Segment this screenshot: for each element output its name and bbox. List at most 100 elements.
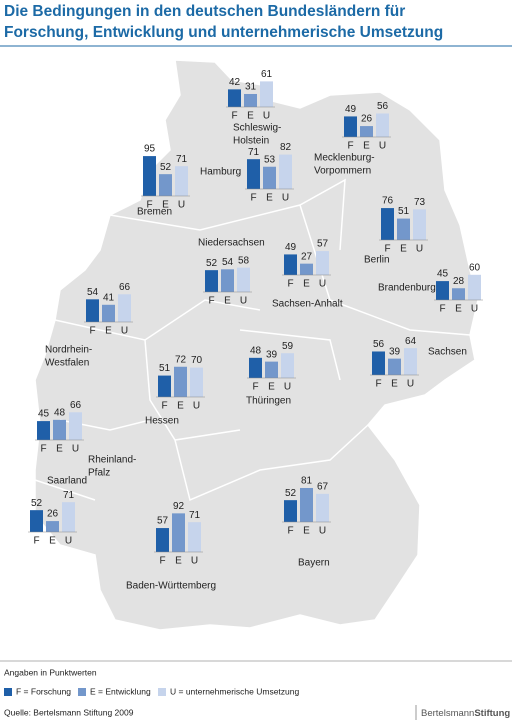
bar [300,487,313,522]
value-label: 26 [47,509,59,520]
bar [158,375,171,397]
value-label: 57 [317,239,329,250]
legend-label: U = unternehmerische Umsetzung [170,686,299,696]
state-name: Mecklenburg- [314,153,375,164]
state-name: Sachsen [428,347,467,358]
value-label: 76 [382,196,394,207]
bar [102,304,115,322]
bar-label: E [49,536,56,547]
bar [468,274,481,300]
bar-label: U [263,111,270,122]
legend-label: E = Entwicklung [90,686,151,696]
value-label: 52 [206,258,218,269]
bar-label: U [471,304,478,315]
bar [263,166,276,189]
value-label: 48 [54,407,66,418]
bar [404,348,417,375]
value-label: 71 [189,510,201,521]
bar-label: F [161,401,167,412]
bar-label: U [284,382,291,393]
value-label: 92 [173,501,185,512]
value-label: 56 [377,101,389,112]
bar [452,288,465,300]
state-name: Thüringen [246,396,291,407]
value-label: 95 [144,144,156,155]
bar [172,513,185,552]
bar-label: F [89,326,95,337]
bar-label: F [250,193,256,204]
bar-label: F [146,200,152,211]
value-label: 39 [266,349,278,360]
state-name: Saarland [47,476,87,487]
bar [300,263,313,275]
value-label: 54 [222,257,234,268]
legend-swatch [78,688,86,696]
brand-part: Bertelsmann [421,708,474,719]
bar-label: E [177,401,184,412]
value-label: 71 [63,490,75,501]
value-label: 59 [282,341,294,352]
bar [247,159,260,189]
bar [281,353,294,378]
value-label: 41 [103,292,115,303]
state-name: Vorpommern [314,166,371,177]
value-label: 49 [345,104,357,115]
value-label: 45 [38,409,50,420]
value-label: 54 [87,287,99,298]
value-label: 48 [250,345,262,356]
source: Quelle: Bertelsmann Stiftung 2009 [4,707,134,717]
value-label: 72 [175,354,187,365]
bar-label: E [363,141,370,152]
value-label: 66 [70,400,82,411]
legend-swatch [158,688,166,696]
bar-label: U [282,193,289,204]
bar [260,81,273,107]
bar [244,93,257,107]
bar [249,357,262,378]
bar [237,267,250,292]
value-label: 56 [373,339,385,350]
value-label: 27 [301,251,313,262]
bar-label: F [287,279,293,290]
bar [344,116,357,137]
bar-label: F [33,536,39,547]
bar [190,367,203,397]
bar-label: E [455,304,462,315]
bar-label: F [40,444,46,455]
bar-label: F [287,526,293,537]
value-label: 71 [176,154,188,165]
value-label: 60 [469,262,481,273]
bar [316,493,329,522]
charts: 42F31E61USchleswig-Holstein49F26E56UMeck… [4,69,483,696]
value-label: 82 [280,142,292,153]
bar-label: E [391,379,398,390]
bar-label: U [72,444,79,455]
value-label: 39 [389,346,401,357]
bar [376,113,389,137]
bar [37,421,50,440]
value-label: 45 [437,269,449,280]
bar [175,166,188,196]
bar-label: E [303,526,310,537]
bar [265,361,278,378]
value-label: 51 [159,363,171,374]
state-name: Westfalen [45,358,89,369]
value-label: 28 [453,276,465,287]
bar [69,412,82,440]
value-label: 70 [191,355,203,366]
state-name: Baden-Württemberg [126,581,216,592]
state-name: Niedersachsen [198,238,265,249]
value-label: 81 [301,476,313,487]
bar-label: F [159,556,165,567]
value-label: 58 [238,255,250,266]
bar [156,528,169,552]
bar [53,419,66,440]
value-label: 52 [285,488,297,499]
bar [228,89,241,107]
bar [118,294,131,322]
value-label: 49 [285,242,297,253]
bar [360,126,373,137]
value-label: 57 [157,516,169,527]
value-label: 71 [248,147,260,158]
state-name: Pfalz [88,468,110,479]
